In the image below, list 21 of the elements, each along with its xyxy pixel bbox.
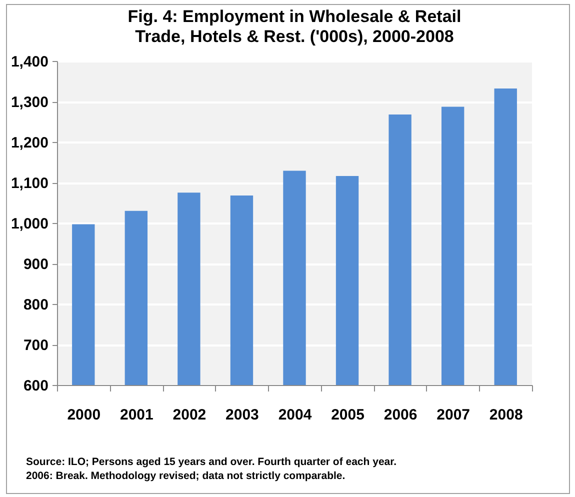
x-tick-label: 2001 bbox=[120, 406, 154, 424]
y-tick-label: 1,200 bbox=[10, 134, 48, 152]
y-tick-label: 1,000 bbox=[10, 216, 48, 232]
x-tick-label: 2003 bbox=[226, 406, 259, 424]
y-tick-label: 1,400 bbox=[10, 54, 48, 70]
y-tick-label: 1,100 bbox=[10, 175, 48, 192]
x-tick-label: 2007 bbox=[436, 406, 470, 424]
text: 2006: Break. Methodology revised; data not strictly comparable. bbox=[26, 469, 346, 483]
y-tick-label: 900 bbox=[23, 256, 48, 273]
x-tick-label: 2006 bbox=[384, 406, 418, 424]
x-tick-label: 2004 bbox=[278, 406, 312, 424]
x-tick-label: 2005 bbox=[331, 406, 364, 424]
y-tick-label: 1,300 bbox=[10, 94, 48, 111]
y-tick-label: 800 bbox=[23, 296, 48, 314]
x-tick-label: 2002 bbox=[172, 406, 206, 424]
y-tick-label: 600 bbox=[23, 378, 48, 394]
y-tick-label: 700 bbox=[23, 337, 48, 354]
chart-title: Fig. 4: Employment in Wholesale & Retail Trade, Hotels & Rest. ('000s), 2000-2008 bbox=[128, 7, 462, 46]
source-note: Source: ILO; Persons aged 15 years and over. Fourth quarter of each year. bbox=[26, 455, 397, 469]
x-tick-label: 2008 bbox=[489, 406, 523, 424]
x-tick-label: 2000 bbox=[67, 406, 101, 424]
